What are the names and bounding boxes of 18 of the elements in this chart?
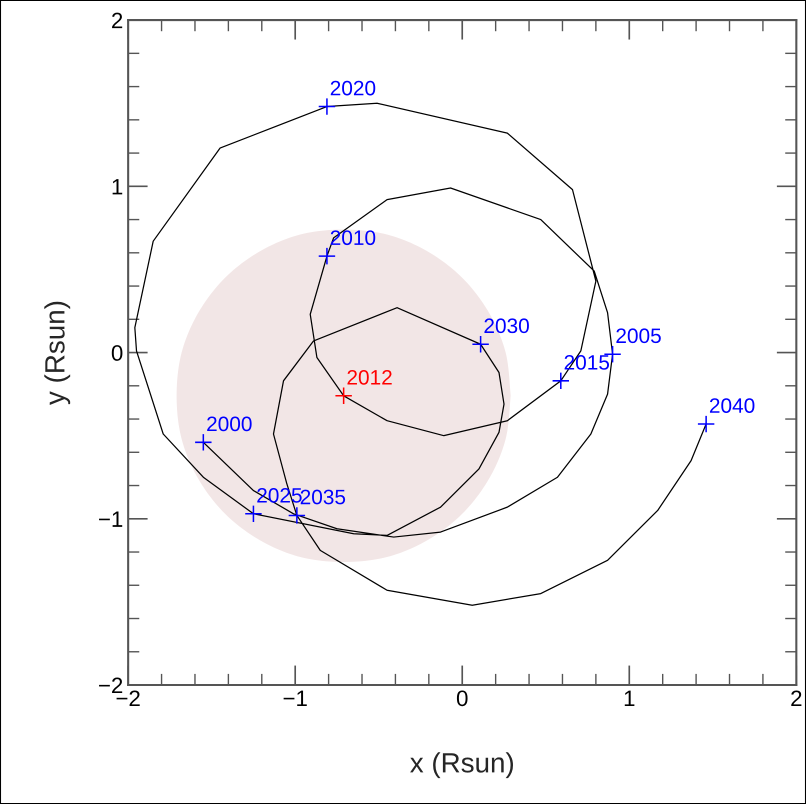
y-tick-label: −1 xyxy=(99,512,122,527)
annotation: 2012 xyxy=(347,370,392,385)
x-tick-label: 2 xyxy=(791,690,802,706)
x-tick-label: 0 xyxy=(456,690,468,706)
annotation: 2000 xyxy=(207,416,252,432)
x-axis-title: x (Rsun) xyxy=(410,752,513,778)
x-tick-label: −1 xyxy=(284,690,307,706)
annotation: 2005 xyxy=(616,328,661,344)
y-tick-label: −2 xyxy=(99,678,122,694)
annotation: 2040 xyxy=(710,398,754,413)
annotation: 2020 xyxy=(330,80,376,96)
annotation: 2035 xyxy=(300,490,346,504)
annotation: 2030 xyxy=(484,318,529,334)
y-tick-label: 0 xyxy=(112,345,122,361)
y-tick-label: 1 xyxy=(112,179,122,194)
x-tick-label: 1 xyxy=(624,690,634,706)
y-axis-title: y (Rsun) xyxy=(44,302,70,405)
y-tick-label: 2 xyxy=(112,12,122,28)
